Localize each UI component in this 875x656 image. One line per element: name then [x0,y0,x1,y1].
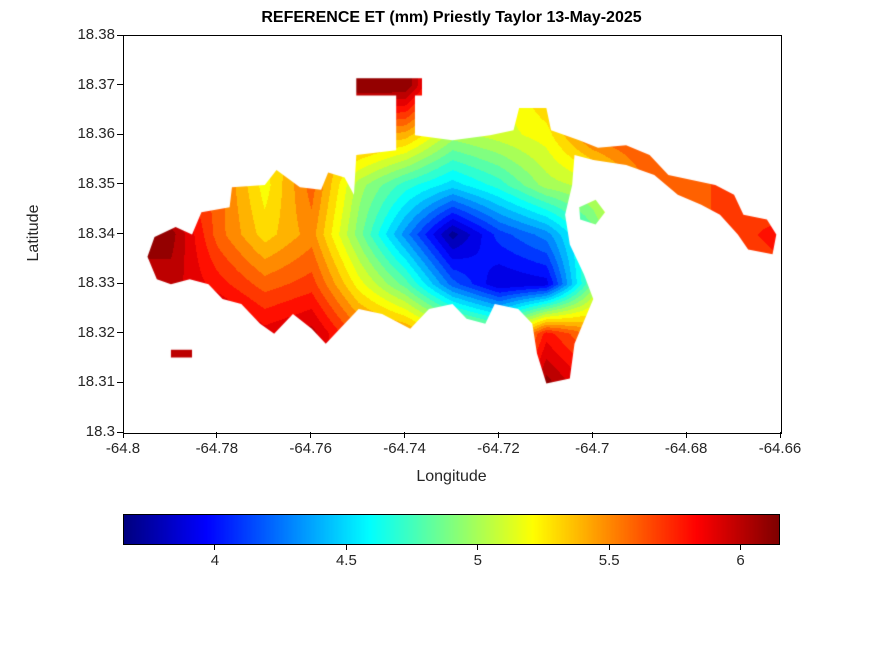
contour-map-canvas [124,36,781,433]
y-tick-label: 18.37 [77,75,115,93]
x-tick-label: -64.66 [758,440,802,457]
y-tick-label: 18.3 [85,423,115,440]
y-tick-label: 18.33 [77,274,115,292]
y-tick-mark [117,34,123,36]
y-tick-mark [117,133,123,135]
colorbar-tick-label: 4 [210,552,220,569]
y-tick-label: 18.34 [77,224,115,242]
y-tick-mark [117,84,123,86]
colorbar-tick-label: 5.5 [598,552,620,569]
colorbar-tick-label: 6 [736,552,745,569]
x-tick-label: -64.7 [575,440,610,457]
x-tick-mark [310,432,312,438]
y-axis-label: Latitude [25,204,42,262]
y-tick-label: 18.32 [77,323,115,341]
colorbar-canvas [124,515,779,544]
x-tick-mark [685,432,687,438]
y-tick-mark [117,332,123,334]
y-tick-label: 18.35 [77,174,115,192]
x-tick-mark [404,432,406,438]
x-axis-label: Longitude [416,468,487,485]
x-tick-mark [216,432,218,438]
colorbar-tick-mark [345,545,347,550]
y-tick-label: 18.36 [77,125,115,143]
plot-area [123,35,782,434]
colorbar-tick-mark [740,545,742,550]
y-tick-mark [117,282,123,284]
y-tick-label: 18.38 [77,26,115,43]
colorbar [123,514,780,545]
x-tick-label: -64.72 [477,440,520,457]
colorbar-tick-label: 4.5 [335,552,357,569]
plot-title: REFERENCE ET (mm) Priestly Taylor 13-May… [261,9,642,26]
x-tick-mark [779,432,781,438]
x-tick-label: -64.76 [289,440,332,457]
colorbar-tick-mark [477,545,479,550]
x-tick-label: -64.68 [664,440,708,457]
y-tick-label: 18.31 [77,373,115,391]
x-tick-mark [591,432,593,438]
x-tick-label: -64.78 [195,440,239,457]
x-tick-label: -64.8 [105,440,141,457]
x-tick-label: -64.74 [383,440,426,457]
y-tick-mark [117,431,123,433]
x-tick-mark [497,432,499,438]
y-tick-mark [117,183,123,185]
y-tick-mark [117,233,123,234]
colorbar-tick-mark [214,545,216,550]
colorbar-tick-mark [608,545,610,550]
y-tick-mark [117,381,123,383]
colorbar-tick-label: 5 [473,552,482,569]
x-tick-mark [122,432,124,438]
